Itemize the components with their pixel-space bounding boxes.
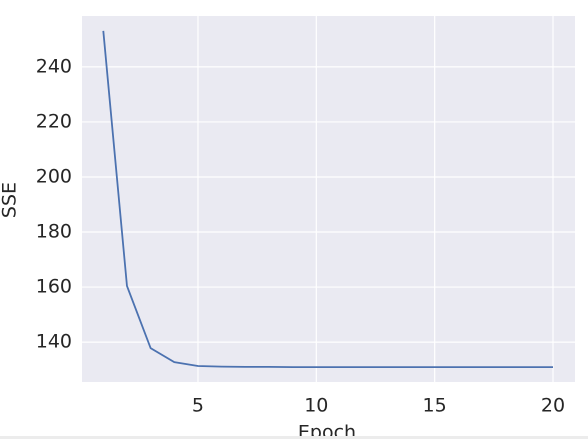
x-tick-label: 5 — [192, 395, 204, 417]
y-axis-label: SSE — [0, 182, 21, 218]
bottom-strip — [0, 436, 588, 439]
y-tick-label: 200 — [36, 165, 72, 187]
y-tick-label: 140 — [36, 331, 72, 353]
x-tick-label: 10 — [304, 395, 328, 417]
y-tick-label: 240 — [36, 55, 72, 77]
x-tick-label: 15 — [423, 395, 447, 417]
x-tick-label: 20 — [541, 395, 565, 417]
y-tick-label: 180 — [36, 221, 72, 243]
x-axis-label: Epoch — [298, 422, 356, 439]
line — [102, 30, 553, 369]
y-tick-label: 220 — [36, 110, 72, 132]
plot-background — [82, 16, 575, 382]
y-tick-label: 160 — [36, 276, 72, 298]
